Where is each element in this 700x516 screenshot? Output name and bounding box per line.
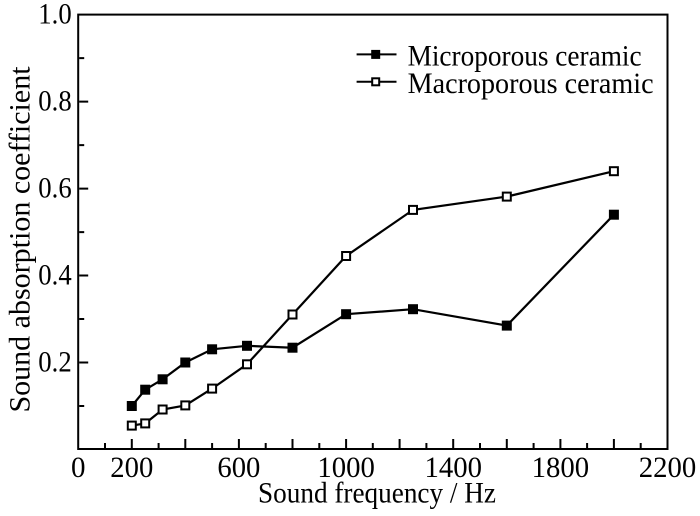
svg-text:2200: 2200 bbox=[639, 451, 697, 484]
svg-text:1.0: 1.0 bbox=[38, 0, 71, 30]
svg-text:1000: 1000 bbox=[317, 451, 375, 484]
svg-text:0: 0 bbox=[71, 451, 86, 484]
svg-text:0.2: 0.2 bbox=[38, 345, 71, 378]
svg-text:Macroporous ceramic: Macroporous ceramic bbox=[408, 67, 654, 100]
svg-text:Microporous ceramic: Microporous ceramic bbox=[408, 40, 642, 73]
svg-text:200: 200 bbox=[110, 451, 153, 484]
svg-text:Sound frequency / Hz: Sound frequency / Hz bbox=[258, 476, 496, 509]
svg-text:0.4: 0.4 bbox=[38, 258, 71, 291]
svg-text:600: 600 bbox=[217, 451, 260, 484]
svg-text:0.8: 0.8 bbox=[38, 84, 71, 117]
svg-text:0.6: 0.6 bbox=[38, 171, 71, 204]
svg-text:1400: 1400 bbox=[424, 451, 482, 484]
svg-text:1800: 1800 bbox=[532, 451, 590, 484]
svg-text:Sound absorption coefficient: Sound absorption coefficient bbox=[4, 66, 37, 413]
